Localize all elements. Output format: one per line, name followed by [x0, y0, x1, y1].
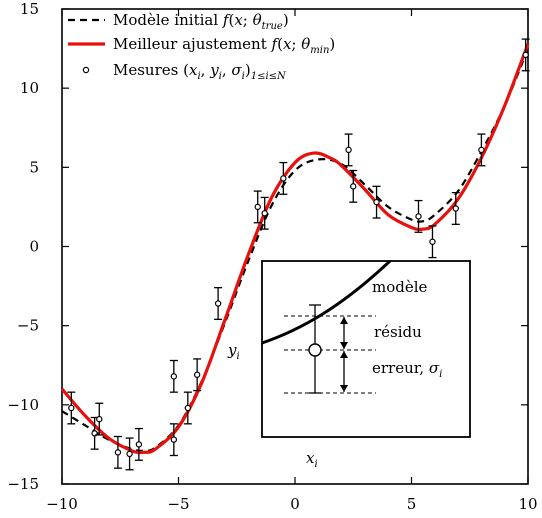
- inset-measurement-point: [308, 343, 322, 357]
- y-tick-label: 5: [29, 158, 39, 176]
- legend-label-model: Modèle initial f(x; θtrue): [113, 11, 289, 32]
- x-tick-label: −10: [46, 495, 78, 513]
- residual-arrow-head-bottom: [340, 342, 348, 349]
- axis-ticks: −10 −5 0 5 10 −15 −10 −5 0 5 10 15: [7, 0, 537, 513]
- measurement-point: [214, 300, 222, 307]
- y-tick-label: 10: [20, 79, 39, 97]
- legend-swatch-data: [82, 66, 90, 74]
- measurement-point: [429, 238, 436, 245]
- x-tick-label: 10: [518, 495, 537, 513]
- x-tick-label: 5: [407, 495, 417, 513]
- measurement-point: [345, 146, 352, 154]
- measurement-point: [135, 441, 143, 448]
- curves: [60, 43, 530, 455]
- inset-label-xi: xi: [306, 449, 318, 470]
- measurement-point: [373, 198, 380, 206]
- y-tick-label: −10: [7, 396, 39, 414]
- y-tick-label: −15: [7, 475, 39, 493]
- inset-label-model: modèle: [372, 278, 428, 296]
- measurement-point: [68, 404, 75, 412]
- measurement-point: [522, 51, 529, 59]
- best-fit-curve: [60, 43, 530, 455]
- x-tick-label: 0: [290, 495, 300, 513]
- error-arrow-head-bottom: [340, 385, 348, 392]
- measurement-point: [126, 450, 133, 458]
- measurement-point: [261, 210, 268, 217]
- measurement-point: [415, 213, 422, 220]
- measurement-points: [67, 38, 530, 471]
- legend-label-fit: Meilleur ajustement f(x; θmin): [113, 35, 335, 56]
- inset-label-residual: résidu: [374, 323, 422, 341]
- y-tick-label: 15: [20, 0, 39, 18]
- x-tick-label: −5: [167, 495, 189, 513]
- measurement-point: [96, 415, 103, 423]
- inset-label-error: erreur, σi: [372, 359, 442, 380]
- measurement-point: [254, 203, 261, 211]
- inset-diagram: modèle résidu erreur, σi yi xi: [227, 259, 471, 470]
- measurement-point: [184, 404, 192, 412]
- legend-label-data: Mesures (xi, yi, σi)1≤i≤N: [113, 61, 287, 82]
- measurement-point: [350, 183, 357, 190]
- measurement-point: [114, 449, 122, 456]
- y-tick-label: −5: [17, 317, 39, 335]
- measurement-point: [280, 175, 287, 182]
- measurement-point: [170, 373, 178, 380]
- residual-arrow-head-top: [340, 317, 348, 324]
- error-arrow-head-top: [340, 351, 348, 358]
- measurement-point: [170, 436, 178, 443]
- measurement-point: [452, 205, 459, 212]
- legend: Modèle initial f(x; θtrue) Meilleur ajust…: [68, 11, 335, 82]
- inset-model-curve: [261, 259, 392, 345]
- measurement-point: [478, 146, 485, 154]
- inset-box: [261, 260, 471, 438]
- inset-label-yi: yi: [227, 341, 240, 362]
- y-tick-label: 0: [29, 238, 39, 256]
- measurement-point: [193, 371, 201, 378]
